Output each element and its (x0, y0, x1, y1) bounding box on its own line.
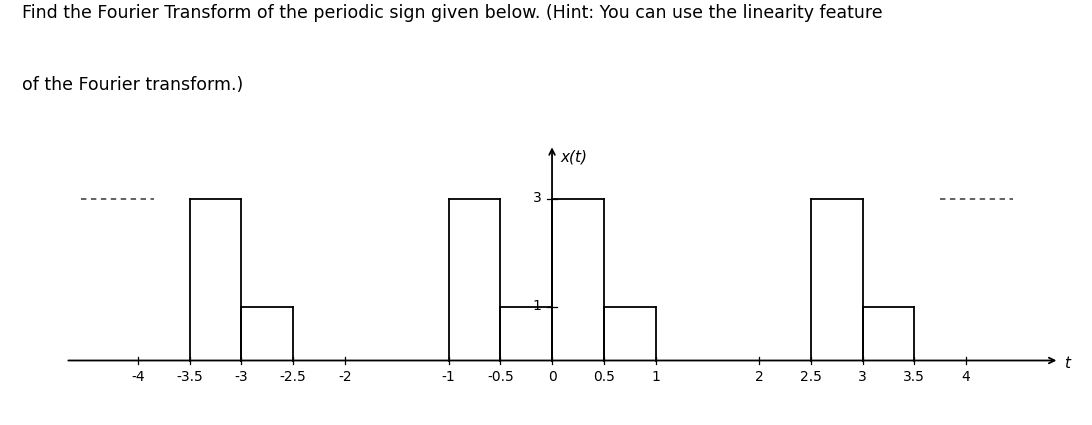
Text: -3: -3 (235, 370, 248, 384)
Text: -2.5: -2.5 (280, 370, 307, 384)
Text: 2.5: 2.5 (799, 370, 822, 384)
Text: -3.5: -3.5 (177, 370, 203, 384)
Text: -4: -4 (131, 370, 145, 384)
Text: 1: 1 (533, 300, 542, 314)
Text: 0: 0 (548, 370, 557, 384)
Text: 0.5: 0.5 (593, 370, 615, 384)
Text: Find the Fourier Transform of the periodic sign given below. (Hint: You can use : Find the Fourier Transform of the period… (22, 4, 882, 22)
Text: of the Fourier transform.): of the Fourier transform.) (22, 76, 244, 94)
Text: 4: 4 (962, 370, 971, 384)
Text: 3.5: 3.5 (903, 370, 925, 384)
Text: -0.5: -0.5 (487, 370, 513, 384)
Text: -2: -2 (339, 370, 352, 384)
Text: 1: 1 (651, 370, 660, 384)
Text: 3: 3 (533, 192, 542, 206)
Text: 3: 3 (858, 370, 867, 384)
Text: -1: -1 (441, 370, 455, 384)
Text: 2: 2 (755, 370, 763, 384)
Text: x(t): x(t) (560, 150, 587, 165)
Text: t: t (1065, 356, 1070, 371)
